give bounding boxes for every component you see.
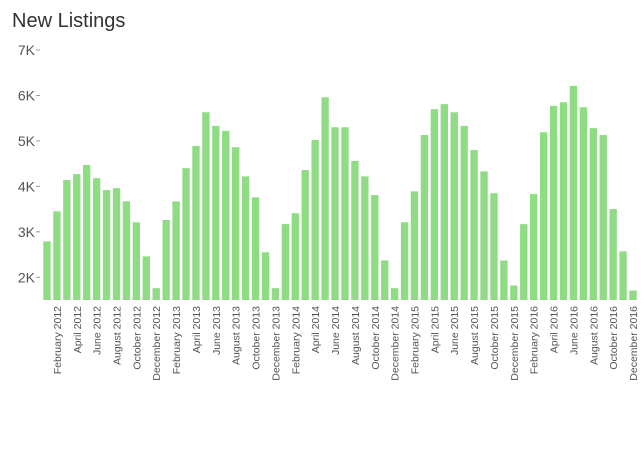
bar (301, 170, 309, 300)
bar (361, 176, 369, 300)
bar (530, 194, 538, 300)
bar (569, 85, 578, 300)
bar (291, 213, 299, 300)
bar (321, 97, 329, 300)
bar (53, 211, 61, 300)
x-tick-label: August 2016 (588, 306, 600, 365)
bar (132, 222, 141, 300)
x-tick-label: June 2012 (92, 306, 104, 355)
bar (351, 160, 359, 300)
x-tick-label: June 2013 (211, 306, 223, 355)
x-tick-label: August 2014 (350, 306, 362, 365)
bar (589, 128, 597, 300)
bar (500, 260, 508, 300)
bar (450, 112, 458, 300)
bar (232, 147, 240, 300)
bar (579, 107, 588, 300)
x-tick-label: August 2012 (112, 306, 124, 365)
bar (222, 130, 230, 300)
bar (559, 102, 568, 300)
bar (241, 176, 250, 300)
bar (142, 256, 150, 300)
x-tick-label: February 2016 (529, 306, 541, 374)
x-tick-label: April 2016 (549, 306, 561, 353)
bar (599, 135, 607, 300)
bar (470, 150, 478, 300)
y-tick-label: 4K (18, 178, 36, 194)
bar (341, 127, 349, 300)
bar (629, 290, 637, 300)
y-tick-label: 2K (18, 269, 36, 285)
x-tick-label: June 2015 (449, 306, 461, 355)
y-tick-label: 5K (18, 133, 36, 149)
bar (162, 220, 170, 300)
x-tick-label: February 2012 (52, 306, 64, 374)
bar (371, 195, 379, 300)
bar (490, 193, 498, 300)
bar (251, 197, 260, 300)
bar (390, 288, 399, 300)
bar (400, 222, 409, 300)
bar (182, 168, 190, 300)
bar (460, 125, 468, 300)
y-tick-label: 6K (18, 87, 36, 103)
bar (420, 135, 429, 300)
y-tick-label: 3K (18, 224, 36, 240)
bar (122, 201, 131, 300)
x-tick-label: February 2013 (171, 306, 183, 374)
bar (63, 180, 71, 300)
x-tick-label: August 2013 (231, 306, 243, 365)
bar (410, 191, 419, 300)
bar (261, 252, 270, 300)
bar (271, 288, 280, 300)
bar (311, 140, 319, 300)
x-tick-label: June 2016 (568, 306, 580, 355)
x-tick-label: December 2016 (628, 306, 640, 381)
bar (202, 112, 210, 300)
x-tick-label: October 2015 (489, 306, 501, 370)
x-tick-label: April 2013 (191, 306, 203, 353)
bar (43, 241, 51, 300)
x-tick-label: April 2012 (72, 306, 84, 353)
bar (609, 209, 617, 300)
bar (520, 224, 528, 300)
x-tick-label: December 2012 (151, 306, 163, 381)
x-tick-label: October 2016 (608, 306, 620, 370)
bar (539, 132, 548, 300)
bar (430, 109, 439, 300)
x-tick-label: October 2013 (251, 306, 263, 370)
bar (480, 171, 488, 300)
bar (549, 105, 558, 300)
x-tick-label: February 2015 (410, 306, 422, 374)
y-tick-label: 7K (18, 42, 36, 58)
bar (619, 251, 627, 300)
chart-title: New Listings (12, 10, 125, 32)
bar (92, 178, 101, 300)
bar (281, 224, 290, 300)
bar (331, 127, 339, 300)
bar (440, 104, 448, 300)
x-tick-label: December 2015 (509, 306, 521, 381)
bar (152, 288, 160, 300)
x-tick-label: December 2014 (390, 306, 402, 381)
bar (112, 188, 121, 300)
bar (381, 260, 389, 300)
bar (73, 174, 81, 300)
x-tick-label: April 2015 (429, 306, 441, 353)
bar (172, 201, 180, 300)
x-tick-label: December 2013 (270, 306, 282, 381)
x-tick-label: February 2014 (290, 306, 302, 374)
x-tick-label: October 2014 (370, 306, 382, 370)
x-tick-label: April 2014 (310, 306, 322, 353)
bar (102, 190, 111, 300)
bar (192, 145, 200, 300)
x-tick-label: August 2015 (469, 306, 481, 365)
bar (83, 165, 91, 300)
bar (212, 125, 220, 300)
x-tick-label: October 2012 (131, 306, 143, 370)
x-tick-label: June 2014 (330, 306, 342, 355)
bar (510, 285, 518, 300)
